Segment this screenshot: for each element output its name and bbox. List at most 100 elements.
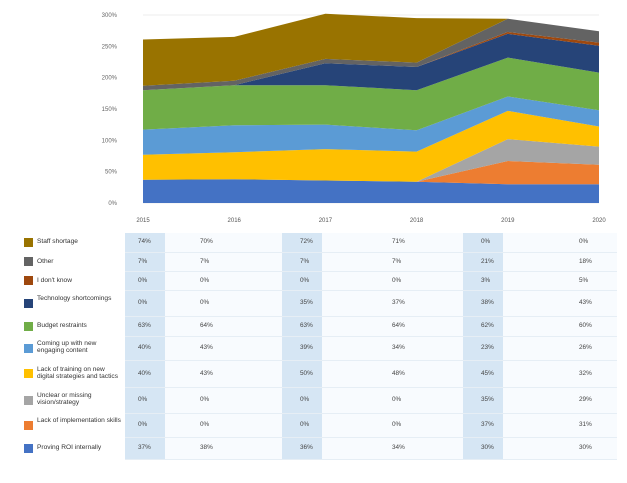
data-label: 36% xyxy=(300,444,313,451)
table-row: Technology shortcomings 0% 0% 35% 37% 38% 43% xyxy=(0,291,627,317)
row-background xyxy=(165,233,617,253)
legend-swatch xyxy=(24,257,33,266)
x-tick-label: 2019 xyxy=(501,218,515,224)
data-label: 0% xyxy=(392,276,402,284)
legend-swatch xyxy=(24,276,33,285)
y-axis-tick-labels: 0% 50% 100% 150% 200% 250% 300% xyxy=(102,13,118,207)
area-series xyxy=(143,33,599,91)
table-row: I don't know 0% 0% 0% 0% 3% 5% xyxy=(0,272,627,291)
table-row: Coming up with new engaging content 40% 43… xyxy=(0,337,627,361)
data-label: 40% xyxy=(138,369,151,377)
row-divider xyxy=(125,437,617,438)
data-label: 62% xyxy=(481,322,494,329)
area-series xyxy=(143,96,599,155)
x-tick-label: 2020 xyxy=(592,218,606,224)
data-label: 21% xyxy=(481,257,494,265)
column-band xyxy=(282,414,322,438)
data-label: 31% xyxy=(579,421,592,428)
data-label: 30% xyxy=(481,444,494,451)
table-row: Lack of training on new digital strategi… xyxy=(0,361,627,388)
legend-swatch xyxy=(24,420,33,430)
column-band xyxy=(463,361,503,388)
column-band xyxy=(125,337,165,361)
data-label: 60% xyxy=(579,322,592,329)
area-series xyxy=(143,31,599,91)
data-label: 71% xyxy=(392,238,405,245)
row-background xyxy=(165,317,617,337)
series-label: Unclear or missing vision/strategy xyxy=(37,392,92,407)
data-label: 18% xyxy=(579,257,592,265)
row-divider xyxy=(125,316,617,317)
y-tick-label: 100% xyxy=(102,138,118,144)
data-label: 64% xyxy=(200,322,213,329)
data-label: 0% xyxy=(300,396,310,403)
row-background xyxy=(165,337,617,361)
data-label: 72% xyxy=(300,238,313,245)
data-label: 0% xyxy=(300,421,310,428)
row-background xyxy=(165,414,617,438)
data-label: 63% xyxy=(138,322,151,329)
data-label: 35% xyxy=(300,299,313,306)
data-label: 38% xyxy=(200,444,213,451)
data-label: 5% xyxy=(579,276,589,284)
row-divider xyxy=(125,387,617,388)
data-label: 0% xyxy=(392,396,402,403)
column-band xyxy=(282,337,322,361)
row-divider xyxy=(125,413,617,414)
column-band xyxy=(125,291,165,317)
column-band xyxy=(282,388,322,414)
row-background xyxy=(165,272,617,291)
area-series xyxy=(143,13,599,86)
data-label: 40% xyxy=(138,344,151,351)
table-row: Budget restraints 63% 64% 63% 64% 62% 60% xyxy=(0,317,627,337)
x-tick-label: 2015 xyxy=(136,218,150,224)
data-label: 45% xyxy=(481,369,494,377)
y-tick-label: 150% xyxy=(102,107,118,113)
data-label: 43% xyxy=(579,299,592,306)
legend-swatch xyxy=(24,237,33,247)
column-band xyxy=(463,414,503,438)
column-band xyxy=(125,438,165,460)
x-tick-label: 2016 xyxy=(228,218,242,224)
table-row: Staff shortage 74% 70% 72% 71% 0% 0% xyxy=(0,233,627,253)
column-band xyxy=(282,253,322,272)
data-label: 50% xyxy=(300,369,313,377)
table-row: Other 7% 7% 7% 7% 21% 18% xyxy=(0,253,627,272)
data-label: 29% xyxy=(579,396,592,403)
data-label: 0% xyxy=(481,238,491,245)
data-label: 34% xyxy=(392,444,405,451)
row-background xyxy=(165,291,617,317)
data-label: 39% xyxy=(300,344,313,351)
column-band xyxy=(463,317,503,337)
data-label: 37% xyxy=(138,444,151,451)
x-tick-label: 2018 xyxy=(410,218,424,224)
column-band xyxy=(125,253,165,272)
column-band xyxy=(282,291,322,317)
y-tick-label: 250% xyxy=(102,44,118,50)
data-label: 7% xyxy=(300,257,310,265)
legend-swatch xyxy=(24,298,33,308)
legend-swatch xyxy=(24,343,33,353)
data-label: 43% xyxy=(200,369,213,377)
legend-swatch xyxy=(24,443,33,453)
column-band xyxy=(282,438,322,460)
table-row: Unclear or missing vision/strategy 0% 0% 0%… xyxy=(0,388,627,414)
series-label: Proving ROI internally xyxy=(37,444,102,451)
data-label: 0% xyxy=(138,421,148,428)
data-label: 7% xyxy=(138,257,148,265)
series-label: Technology shortcomings xyxy=(37,295,112,302)
row-divider xyxy=(125,459,617,460)
x-axis-tick-labels: 2015 2016 2017 2018 2019 2020 xyxy=(136,218,606,224)
row-background xyxy=(165,253,617,272)
series-label: Lack of implementation skills xyxy=(37,417,121,424)
row-divider xyxy=(125,360,617,361)
data-label: 0% xyxy=(138,396,148,403)
column-band xyxy=(463,272,503,291)
row-divider xyxy=(125,252,617,253)
column-band xyxy=(463,253,503,272)
table-row: Lack of implementation skills 0% 0% 0% 0% 37%… xyxy=(0,414,627,438)
row-divider xyxy=(125,290,617,291)
series-label: Lack of training on new digital strategi… xyxy=(37,365,118,380)
area-series-layer xyxy=(143,13,599,203)
row-divider xyxy=(125,271,617,272)
